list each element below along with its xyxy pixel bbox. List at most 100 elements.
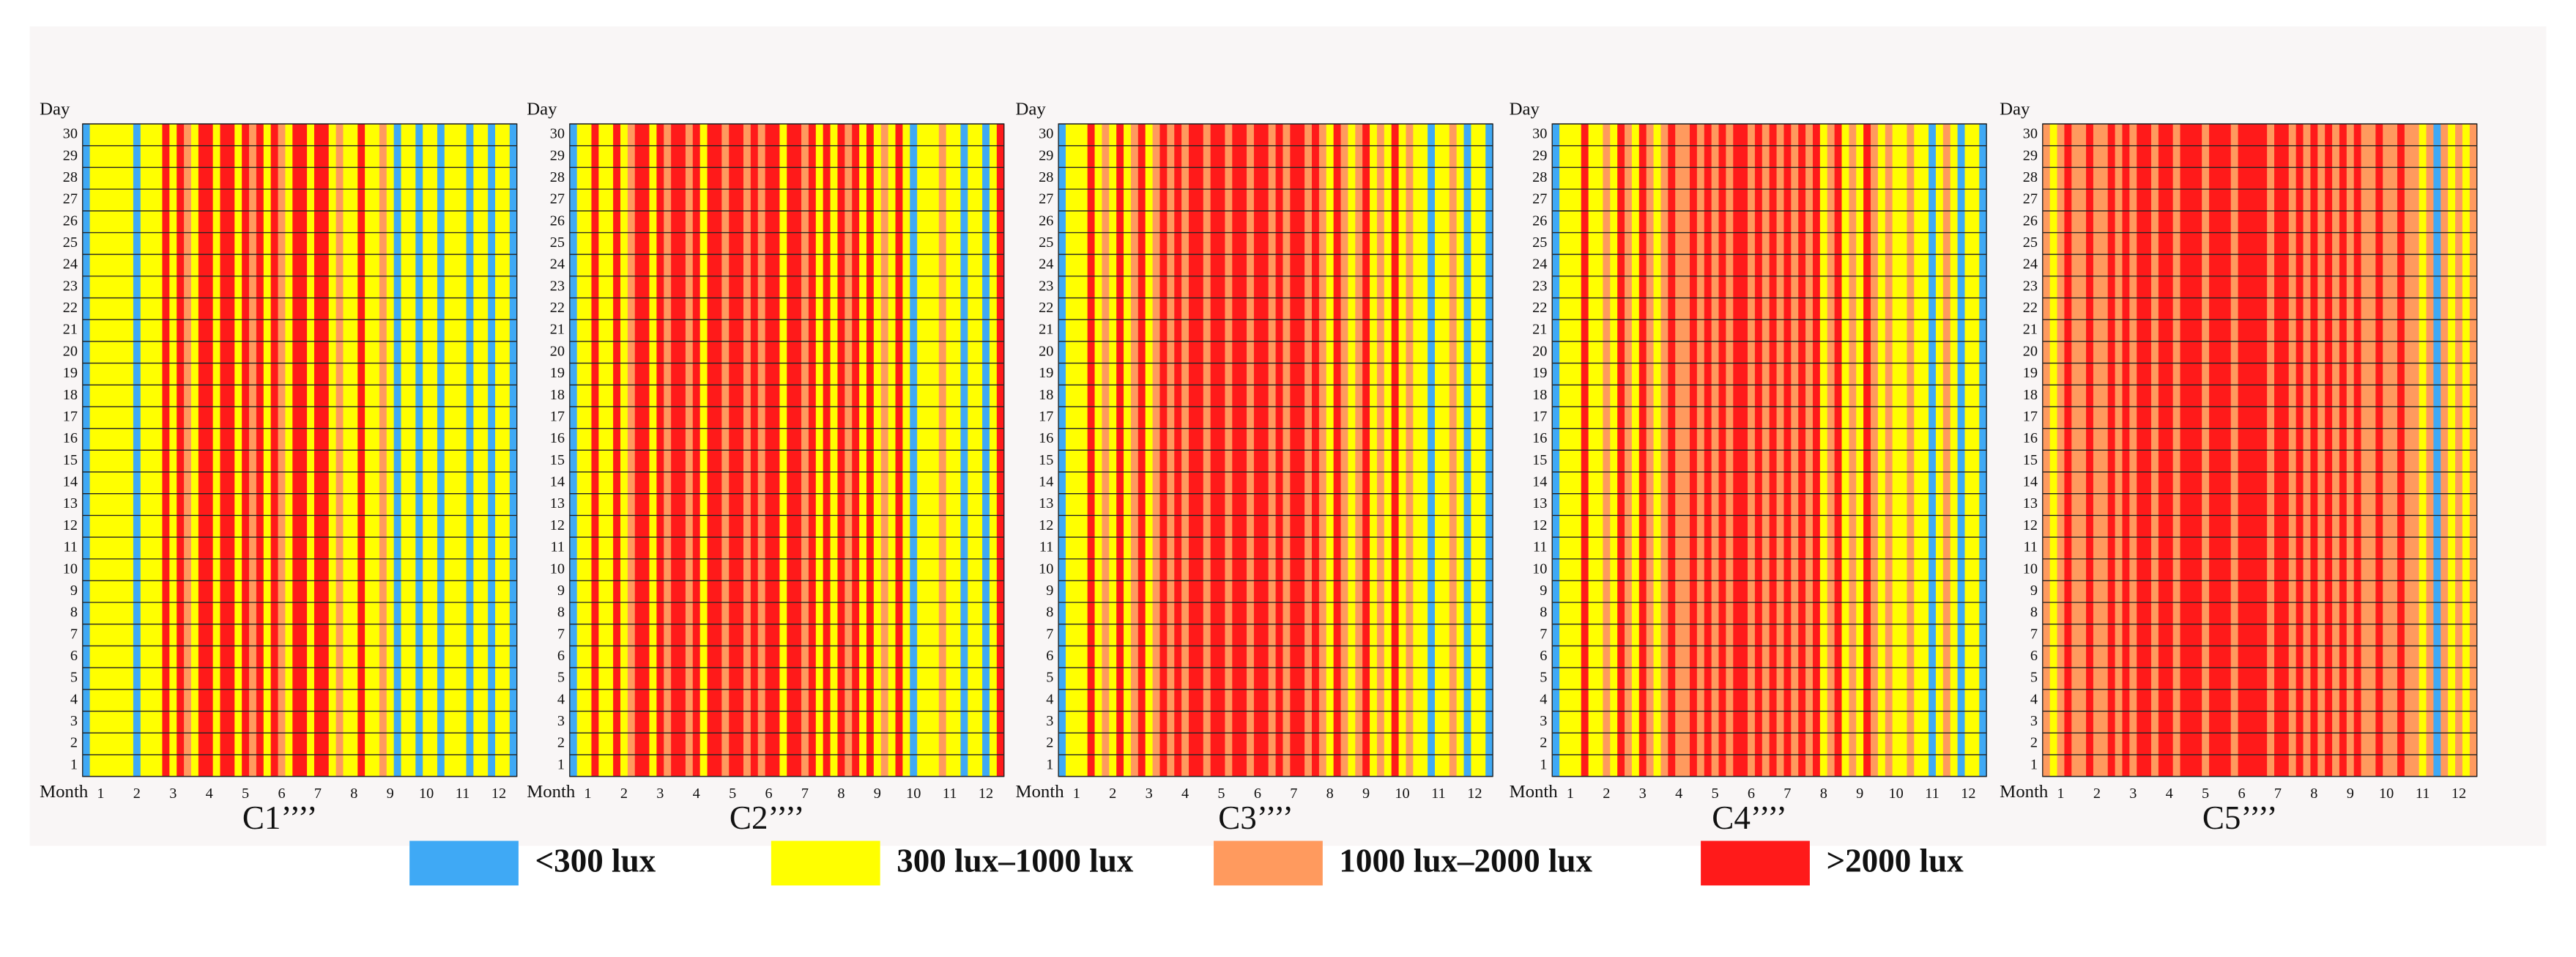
x-tick-label: 8 — [2310, 786, 2317, 802]
y-tick-label: 14 — [1532, 474, 1547, 490]
y-tick-label: 30 — [2023, 126, 2038, 142]
x-tick-label: 6 — [765, 786, 773, 802]
y-tick-label: 11 — [2023, 539, 2038, 555]
y-tick-label: 28 — [1532, 169, 1547, 185]
x-tick-label: 6 — [1748, 786, 1755, 802]
y-tick-label: 15 — [1039, 452, 1053, 468]
y-tick-label: 20 — [550, 343, 565, 359]
y-tick-label: 27 — [1532, 191, 1547, 207]
y-tick-label: 24 — [550, 256, 565, 273]
x-axis-label: Month — [40, 782, 89, 802]
y-tick-label: 28 — [63, 169, 78, 185]
y-tick-label: 6 — [2030, 648, 2038, 664]
plot-frame — [1551, 123, 1987, 777]
y-tick-label: 14 — [1039, 474, 1053, 490]
y-tick-label: 2 — [2030, 735, 2038, 751]
legend-label: <300 lux — [535, 842, 656, 879]
y-tick-label: 2 — [1540, 735, 1547, 751]
y-tick-label: 7 — [2030, 626, 2038, 642]
y-tick-label: 19 — [63, 365, 78, 381]
y-tick-label: 18 — [550, 387, 565, 403]
x-axis-label: Month — [527, 782, 576, 802]
x-tick-label: 9 — [1362, 786, 1370, 802]
y-tick-label: 26 — [2023, 213, 2038, 229]
y-tick-label: 3 — [557, 713, 565, 729]
x-tick-label: 4 — [1675, 786, 1682, 802]
y-tick-label: 7 — [1540, 626, 1547, 642]
y-tick-label: 10 — [550, 561, 565, 577]
x-tick-label: 10 — [1395, 786, 1409, 802]
y-tick-label: 10 — [1532, 561, 1547, 577]
y-tick-label: 5 — [1046, 670, 1053, 686]
x-tick-label: 12 — [2451, 786, 2466, 802]
x-tick-label: 1 — [1073, 786, 1080, 802]
x-tick-label: 9 — [2347, 786, 2354, 802]
y-tick-label: 18 — [1532, 387, 1547, 403]
y-tick-label: 8 — [2030, 605, 2038, 621]
y-tick-label: 10 — [2023, 561, 2038, 577]
x-tick-label: 1 — [1567, 786, 1574, 802]
y-tick-label: 4 — [2030, 691, 2038, 707]
x-tick-label: 7 — [1783, 786, 1791, 802]
y-tick-label: 23 — [63, 278, 78, 294]
y-tick-label: 7 — [70, 626, 78, 642]
y-tick-label: 11 — [1039, 539, 1054, 555]
x-tick-label: 5 — [2202, 786, 2209, 802]
y-tick-label: 28 — [1039, 169, 1053, 185]
x-tick-label: 11 — [1431, 786, 1446, 802]
x-tick-label: 2 — [2093, 786, 2101, 802]
legend-label: 300 lux–1000 lux — [897, 842, 1134, 879]
x-axis-label: Month — [1016, 782, 1065, 802]
x-tick-label: 10 — [906, 786, 921, 802]
y-tick-label: 10 — [63, 561, 78, 577]
y-tick-label: 15 — [2023, 452, 2038, 468]
y-tick-label: 17 — [63, 408, 78, 424]
legend-label: 1000 lux–2000 lux — [1339, 842, 1592, 879]
y-tick-label: 12 — [1039, 517, 1053, 533]
y-tick-label: 10 — [1039, 561, 1053, 577]
y-tick-label: 25 — [2023, 234, 2038, 251]
y-tick-label: 4 — [557, 691, 565, 707]
y-tick-label: 20 — [2023, 343, 2038, 359]
y-tick-label: 6 — [1046, 648, 1053, 664]
y-tick-label: 30 — [1039, 126, 1053, 142]
y-tick-label: 9 — [1540, 583, 1547, 599]
y-tick-label: 9 — [557, 583, 565, 599]
legend-swatch — [1214, 840, 1323, 886]
y-tick-label: 8 — [557, 605, 565, 621]
y-tick-label: 8 — [1540, 605, 1547, 621]
y-tick-label: 15 — [63, 452, 78, 468]
x-tick-label: 11 — [1925, 786, 1940, 802]
x-tick-label: 12 — [491, 786, 506, 802]
y-tick-label: 3 — [1046, 713, 1053, 729]
y-tick-label: 29 — [550, 147, 565, 163]
y-axis-label: Day — [527, 100, 557, 119]
y-tick-label: 11 — [551, 539, 565, 555]
y-tick-label: 15 — [1532, 452, 1547, 468]
panel-title: C4’’’’ — [1712, 799, 1787, 836]
x-tick-label: 8 — [1820, 786, 1827, 802]
x-tick-label: 7 — [801, 786, 809, 802]
y-tick-label: 22 — [1532, 300, 1547, 316]
y-tick-label: 25 — [1039, 234, 1053, 251]
y-axis-label: Day — [1016, 100, 1047, 119]
y-tick-label: 21 — [2023, 322, 2038, 338]
x-tick-label: 9 — [387, 786, 394, 802]
plot-frame — [82, 123, 518, 777]
y-tick-label: 1 — [70, 756, 78, 772]
x-tick-label: 5 — [1217, 786, 1225, 802]
y-tick-label: 21 — [1532, 322, 1547, 338]
y-axis-label: Day — [1510, 100, 1540, 119]
y-tick-label: 5 — [70, 670, 78, 686]
y-tick-label: 13 — [2023, 495, 2038, 511]
x-tick-label: 8 — [350, 786, 357, 802]
y-tick-label: 28 — [550, 169, 565, 185]
y-tick-label: 7 — [1046, 626, 1053, 642]
x-tick-label: 1 — [2057, 786, 2064, 802]
x-tick-label: 12 — [1961, 786, 1975, 802]
x-tick-label: 11 — [943, 786, 957, 802]
y-tick-label: 15 — [550, 452, 565, 468]
panel-title: C5’’’’ — [2202, 799, 2278, 836]
x-tick-label: 1 — [584, 786, 591, 802]
y-tick-label: 24 — [2023, 256, 2038, 273]
